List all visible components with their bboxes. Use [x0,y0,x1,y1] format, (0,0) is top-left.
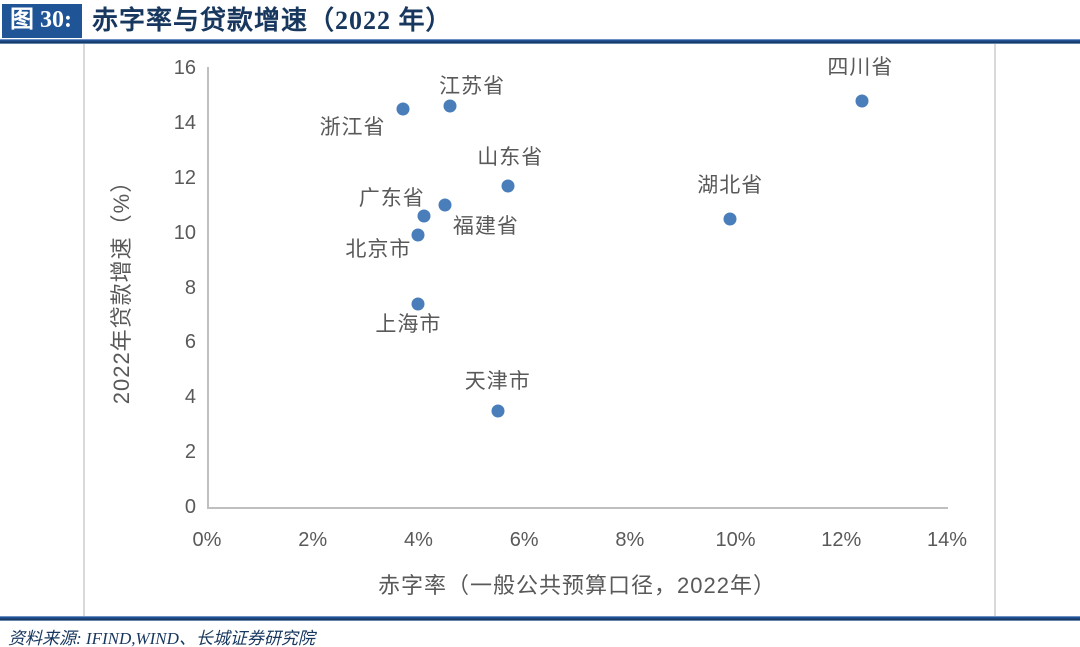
footer-divider-line [0,616,1080,621]
data-point-label: 北京市 [345,238,412,262]
scatter-chart-frame: 2022年贷款增速（%） 赤字率（一般公共预算口径，2022年） 0 2 4 6 8 10… [83,44,996,616]
y-tick-label: 14 [173,111,196,134]
y-tick-label: 10 [173,221,196,244]
data-point-dot [723,212,737,226]
data-point-dot [411,228,425,242]
x-tick-label: 2% [298,529,328,551]
data-point-dot [438,198,452,212]
y-tick-label: 4 [184,386,196,409]
y-tick-label: 0 [184,496,196,518]
data-point-dot [501,179,515,193]
figure-header: 图 30: 赤字率与贷款增速（2022 年） [2,4,453,38]
y-tick-label: 16 [173,57,196,79]
data-point-dot [443,99,457,113]
y-axis-line [207,67,209,508]
source-attribution: 资料来源: IFIND,WIND、长城证券研究院 [8,629,315,647]
data-point-label: 福建省 [452,215,519,239]
x-tick-label: 4% [403,529,433,551]
y-tick-label: 2 [184,441,196,464]
data-point-label: 湖北省 [697,173,764,197]
data-point-dot [411,297,425,311]
data-point-label: 浙江省 [319,116,386,140]
data-point-dot [417,209,431,223]
x-tick-label: 10% [715,529,756,551]
x-tick-label: 14% [926,529,968,551]
data-point-dot [855,94,869,108]
data-point-dot [491,404,505,418]
figure-number-badge: 图 30: [2,4,82,38]
data-point-dot [396,102,410,116]
data-point-label: 江苏省 [439,75,506,99]
x-tick-label: 8% [615,529,645,551]
x-axis-title: 赤字率（一般公共预算口径，2022年） [378,573,776,598]
x-tick-label: 0% [192,529,222,551]
x-axis-line [207,507,948,509]
x-tick-label: 12% [821,529,862,551]
data-point-label: 四川省 [827,55,894,79]
y-tick-label: 8 [184,276,196,299]
data-point-label: 广东省 [358,187,425,211]
data-point-label: 天津市 [464,369,531,393]
y-tick-label: 6 [184,331,196,354]
data-point-label: 上海市 [375,312,442,336]
data-point-label: 山东省 [477,145,544,169]
header-divider-line [0,39,1080,44]
y-tick-label: 12 [173,166,196,189]
x-tick-label: 6% [509,529,539,551]
figure-title: 赤字率与贷款增速（2022 年） [92,6,453,35]
